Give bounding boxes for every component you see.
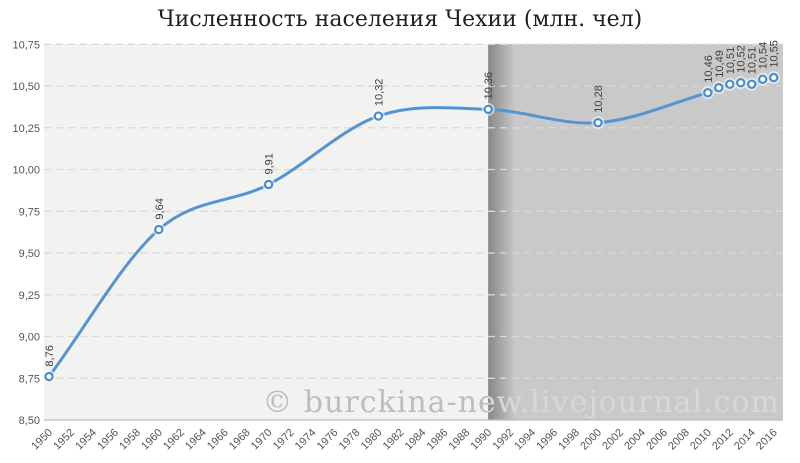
y-tick-label: 10,25 bbox=[12, 123, 40, 135]
x-tick-label: 2008 bbox=[666, 427, 692, 453]
data-point-marker bbox=[483, 104, 493, 115]
watermark-layer: © burckina-new.livejournal.com bbox=[262, 385, 780, 420]
data-point-marker bbox=[758, 74, 768, 85]
data-point-marker bbox=[736, 77, 746, 88]
data-point-markers bbox=[42, 71, 781, 384]
data-point-label: 10,32 bbox=[373, 79, 385, 107]
y-tick-label: 9,75 bbox=[19, 206, 40, 218]
x-tick-label: 2012 bbox=[710, 427, 736, 453]
data-point-marker bbox=[154, 224, 164, 235]
x-tick-label: 2014 bbox=[732, 427, 758, 453]
data-point-label: 8,76 bbox=[44, 345, 56, 366]
x-tick-label: 1986 bbox=[425, 427, 451, 453]
x-tick-label: 1956 bbox=[95, 427, 121, 453]
x-tick-label: 1974 bbox=[293, 427, 319, 453]
data-point-label: 10,28 bbox=[593, 85, 605, 113]
era-backgrounds bbox=[44, 44, 783, 420]
data-point-label: 10,46 bbox=[703, 55, 715, 83]
data-point-label: 10,49 bbox=[714, 50, 726, 78]
y-tick-label: 10,75 bbox=[12, 39, 40, 51]
data-point-label: 10,55 bbox=[769, 40, 781, 68]
x-tick-label: 2010 bbox=[688, 427, 714, 453]
data-point-label: 10,51 bbox=[725, 47, 737, 75]
x-tick-label: 1984 bbox=[403, 427, 429, 453]
data-point-marker bbox=[44, 371, 54, 382]
x-tick-label: 1998 bbox=[556, 427, 582, 453]
y-gridlines bbox=[44, 43, 783, 379]
era-background-post-1990 bbox=[488, 44, 783, 420]
x-tick-label: 1978 bbox=[337, 427, 363, 453]
x-tick-label: 1968 bbox=[227, 427, 253, 453]
y-tick-label: 9,50 bbox=[19, 248, 40, 260]
data-point-label: 10,52 bbox=[736, 45, 748, 73]
data-point-marker bbox=[593, 117, 603, 128]
x-tick-label: 2002 bbox=[600, 427, 626, 453]
era-boundary-shadow bbox=[488, 44, 516, 420]
y-tick-label: 8,75 bbox=[19, 373, 40, 385]
x-tick-label: 2016 bbox=[754, 427, 780, 453]
y-tick-label: 10,00 bbox=[12, 165, 40, 177]
data-point-marker bbox=[747, 79, 757, 90]
x-tick-label: 2004 bbox=[622, 427, 648, 453]
y-axis-labels: 8,50 8,75 9,00 9,25 9,50 9,75 10,00 10,25 10,50 1… bbox=[12, 39, 40, 427]
x-tick-label: 1982 bbox=[381, 427, 407, 453]
x-tick-label: 1972 bbox=[271, 427, 297, 453]
x-tick-label: 1976 bbox=[315, 427, 341, 453]
chart-title: Численность населения Чехии (млн. чел) bbox=[157, 7, 643, 32]
x-tick-label: 1954 bbox=[73, 427, 99, 453]
x-tick-label: 1980 bbox=[359, 427, 385, 453]
data-point-label: 9,64 bbox=[154, 198, 166, 219]
x-tick-label: 1958 bbox=[117, 427, 143, 453]
x-axis-labels: 1950195219541956195819601962196419661968… bbox=[29, 427, 779, 453]
data-point-marker bbox=[714, 82, 724, 93]
data-point-label: 10,36 bbox=[483, 72, 495, 100]
x-tick-label: 1966 bbox=[205, 427, 231, 453]
x-tick-label: 1994 bbox=[512, 427, 538, 453]
data-point-label: 10,51 bbox=[747, 47, 759, 75]
data-point-marker bbox=[703, 87, 713, 98]
x-tick-label: 1996 bbox=[534, 427, 560, 453]
y-tick-label: 9,25 bbox=[19, 290, 40, 302]
data-point-marker bbox=[725, 79, 735, 90]
x-tick-label: 1962 bbox=[161, 427, 187, 453]
x-tick-label: 1960 bbox=[139, 427, 165, 453]
y-tick-label: 8,50 bbox=[19, 415, 40, 427]
x-tick-label: 1970 bbox=[249, 427, 275, 453]
x-tick-label: 1950 bbox=[29, 427, 55, 453]
data-point-marker bbox=[769, 72, 779, 83]
data-point-marker bbox=[263, 179, 274, 190]
x-tick-label: 1992 bbox=[491, 427, 517, 453]
y-tick-label: 10,50 bbox=[12, 81, 40, 93]
x-tick-label: 1964 bbox=[183, 427, 209, 453]
x-tick-label: 1952 bbox=[51, 427, 77, 453]
x-tick-label: 2000 bbox=[578, 427, 604, 453]
era-background-pre-1990 bbox=[44, 44, 489, 420]
watermark: © burckina-new.livejournal.com bbox=[262, 385, 780, 420]
x-tick-label: 1988 bbox=[447, 427, 473, 453]
data-point-label: 9,91 bbox=[264, 153, 276, 174]
x-tick-label: 2006 bbox=[644, 427, 670, 453]
x-tick-label: 1990 bbox=[469, 427, 495, 453]
data-point-label: 10,54 bbox=[758, 42, 770, 70]
y-tick-label: 9,00 bbox=[19, 332, 40, 344]
data-point-marker bbox=[373, 111, 384, 121]
